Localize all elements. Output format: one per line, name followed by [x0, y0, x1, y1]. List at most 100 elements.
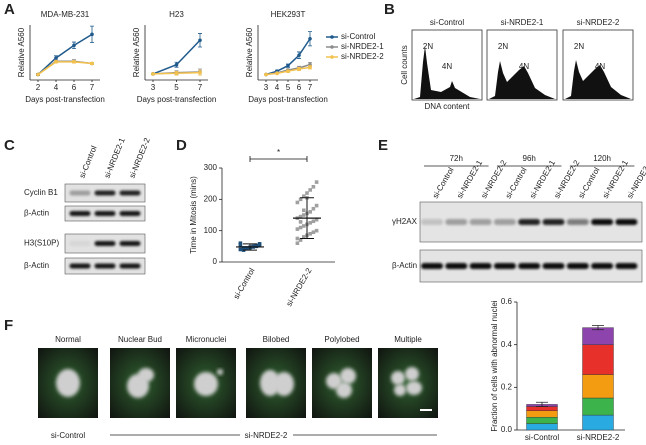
data-point — [257, 242, 262, 246]
marker — [264, 72, 268, 77]
blot-band — [445, 219, 468, 225]
x-tick-label: 4 — [54, 83, 59, 92]
peak-label: 2N — [498, 42, 508, 51]
x-axis-label: Days post-transfection — [25, 95, 105, 104]
nucleus — [336, 382, 352, 398]
data-point — [298, 238, 303, 242]
row-label: β-Actin — [24, 209, 49, 218]
blot-band — [119, 211, 141, 216]
marker — [72, 60, 76, 64]
nucleus — [391, 371, 405, 385]
bar-segment — [526, 423, 558, 431]
error-bar — [592, 325, 604, 331]
x-tick-label: 5 — [174, 83, 179, 92]
blot-band — [591, 263, 614, 269]
bar-segment — [526, 406, 558, 411]
lane-label: si-NRDE2-2 — [577, 18, 620, 27]
hist-frame — [562, 29, 634, 101]
y-axis-label: Relative A560 — [132, 27, 141, 77]
panel-letter: E — [378, 137, 388, 154]
marker — [36, 72, 40, 77]
chart-title: HEK293T — [271, 10, 306, 19]
data-point — [314, 228, 319, 233]
bar-segment — [582, 344, 614, 375]
error-bar — [536, 401, 548, 407]
x-tick-label: 7 — [308, 83, 313, 92]
x-axis-label: Days post-transfection — [137, 95, 217, 104]
x-tick-label: 6 — [72, 83, 77, 92]
nucleus — [260, 370, 280, 396]
x-tick-label: 3 — [151, 83, 156, 92]
nucleus — [394, 384, 406, 396]
blot-band — [445, 263, 468, 269]
y-tick-label: 0.2 — [501, 382, 513, 391]
legend-marker — [330, 35, 334, 39]
blot-band — [69, 263, 91, 269]
y-tick-label: 100 — [204, 226, 218, 235]
panel-letter: F — [4, 317, 13, 334]
flow-histograms — [411, 29, 634, 101]
x-tick-label: 2 — [36, 83, 41, 92]
cell-image — [378, 348, 438, 418]
y-axis-label: Cell counts — [400, 45, 409, 85]
nucleus — [340, 368, 356, 384]
sd-bar — [300, 197, 314, 239]
bar-segment — [582, 327, 614, 345]
nucleus — [138, 368, 154, 382]
nucleus — [405, 367, 419, 381]
data-point — [257, 243, 262, 248]
x-tick-label: 5 — [286, 83, 291, 92]
blot-band — [542, 219, 565, 225]
marker — [151, 72, 155, 76]
peak-label: 2N — [423, 42, 433, 51]
data-point — [314, 180, 319, 184]
histogram — [565, 60, 631, 99]
blot-band — [69, 241, 91, 246]
row-label: H3(S10P) — [24, 239, 59, 248]
data-point — [298, 197, 303, 202]
data-point — [308, 232, 312, 236]
legend-label: si-Control — [341, 32, 375, 41]
lane-label: si-NRDE2-1 — [501, 18, 544, 27]
data-point — [311, 185, 316, 189]
y-axis-label: Relative A560 — [245, 27, 254, 77]
legend-label: si-NRDE2-1 — [341, 42, 384, 51]
y-tick-label: 200 — [204, 194, 218, 203]
blot-band — [615, 263, 638, 269]
data-point — [302, 224, 306, 228]
panel-letter: C — [4, 137, 15, 154]
image-title: Multiple — [394, 335, 422, 344]
blot-band — [421, 263, 443, 269]
blot-band — [94, 211, 116, 216]
chart-title: H23 — [169, 10, 184, 19]
legend-marker — [330, 55, 334, 59]
marker — [72, 43, 76, 48]
x-tick-label: si-NRDE2-2 — [577, 433, 620, 442]
data-point — [305, 191, 309, 195]
image-title: Nuclear Bud — [118, 335, 162, 344]
blot-band — [119, 190, 141, 196]
y-tick-label: 300 — [204, 163, 218, 172]
bar-segment — [526, 417, 558, 424]
peak-label: 4N — [595, 62, 605, 71]
row-label: Cyclin B1 — [24, 188, 58, 197]
data-point — [308, 188, 312, 192]
blot-band — [566, 263, 589, 269]
marker — [308, 65, 312, 70]
data-point — [302, 213, 306, 217]
x-tick-label: 7 — [90, 83, 95, 92]
x-tick-label: si-Control — [525, 433, 559, 442]
panel-letter: A — [4, 1, 15, 18]
time-label: 96h — [523, 154, 536, 163]
blot-band — [469, 219, 492, 225]
nucleus — [56, 369, 80, 397]
y-tick-label: 0 — [213, 257, 218, 266]
group-label: si-NRDE2-2 — [245, 431, 288, 440]
group-label: si-Control — [51, 431, 85, 440]
marker — [198, 70, 202, 75]
data-point — [308, 221, 312, 225]
y-tick-label: 0.0 — [501, 425, 513, 434]
x-axis-label: Days post-transfection — [248, 95, 328, 104]
blot-band — [119, 241, 141, 246]
